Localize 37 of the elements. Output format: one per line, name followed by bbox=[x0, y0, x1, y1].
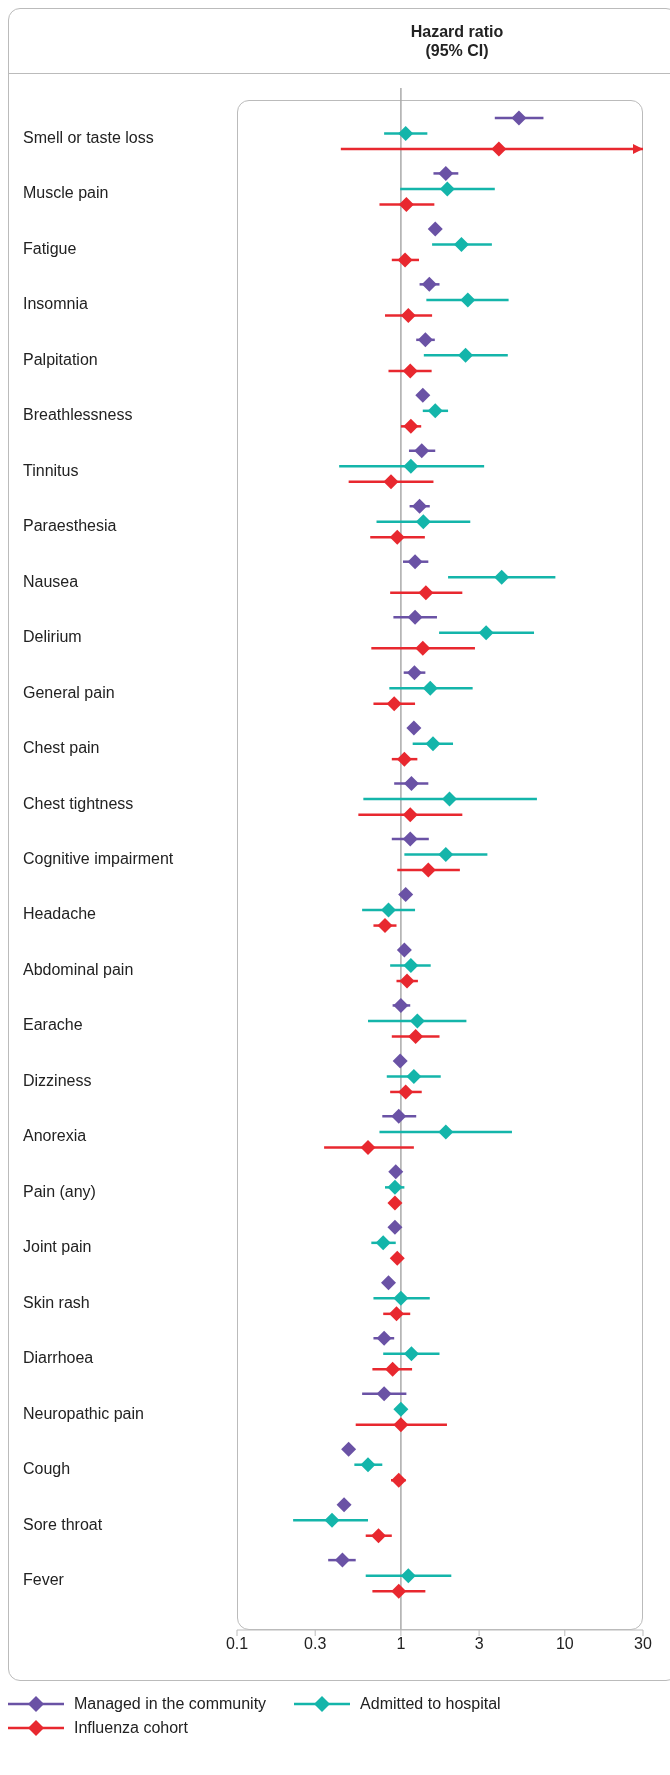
y-tick-label: Fatigue bbox=[23, 239, 77, 257]
y-tick-label: Fever bbox=[23, 1571, 65, 1589]
y-tick-label: Palpitation bbox=[23, 350, 98, 368]
y-tick-label: Sore throat bbox=[23, 1515, 103, 1533]
y-tick-label: Tinnitus bbox=[23, 461, 79, 479]
y-tick-label: Delirium bbox=[23, 628, 82, 646]
y-tick-label: Joint pain bbox=[23, 1238, 92, 1256]
x-tick-label: 0.1 bbox=[225, 1635, 249, 1653]
y-tick-label: Abdominal pain bbox=[23, 960, 134, 978]
y-tick-label: General pain bbox=[23, 683, 115, 701]
x-tick-label: 3 bbox=[474, 1635, 484, 1653]
y-tick-label: Neuropathic pain bbox=[23, 1404, 144, 1422]
y-tick-label: Pain (any) bbox=[23, 1182, 96, 1200]
y-tick-label: Chest tightness bbox=[23, 794, 134, 812]
y-tick-label: Insomnia bbox=[23, 295, 89, 313]
y-tick-label: Skin rash bbox=[23, 1293, 90, 1311]
x-tick-label: 0.3 bbox=[304, 1635, 327, 1653]
y-tick-label: Anorexia bbox=[23, 1127, 87, 1145]
x-tick-label: 10 bbox=[555, 1635, 574, 1653]
y-tick-label: Cognitive impairment bbox=[23, 850, 174, 867]
y-tick-label: Diarrhoea bbox=[23, 1349, 94, 1367]
legend-label: Influenza cohort bbox=[74, 1719, 188, 1737]
y-tick-label: Dizziness bbox=[23, 1071, 92, 1089]
y-tick-label: Headache bbox=[23, 905, 97, 923]
y-tick-label: Earache bbox=[23, 1016, 83, 1034]
legend-label: Managed in the community bbox=[74, 1695, 267, 1713]
y-tick-label: Smell or taste loss bbox=[23, 128, 154, 146]
x-tick-label: 1 bbox=[396, 1635, 406, 1653]
y-tick-label: Nausea bbox=[23, 572, 79, 590]
chart-title: Hazard ratio (95% CI) bbox=[409, 22, 505, 60]
y-tick-label: Chest pain bbox=[23, 739, 100, 757]
y-tick-label: Breathlessness bbox=[23, 406, 133, 424]
legend-label: Admitted to hospital bbox=[360, 1695, 501, 1713]
y-tick-label: Muscle pain bbox=[23, 184, 109, 202]
x-tick-label: 30 bbox=[634, 1635, 652, 1653]
y-tick-label: Paraesthesia bbox=[23, 517, 117, 535]
y-tick-label: Cough bbox=[23, 1460, 71, 1478]
